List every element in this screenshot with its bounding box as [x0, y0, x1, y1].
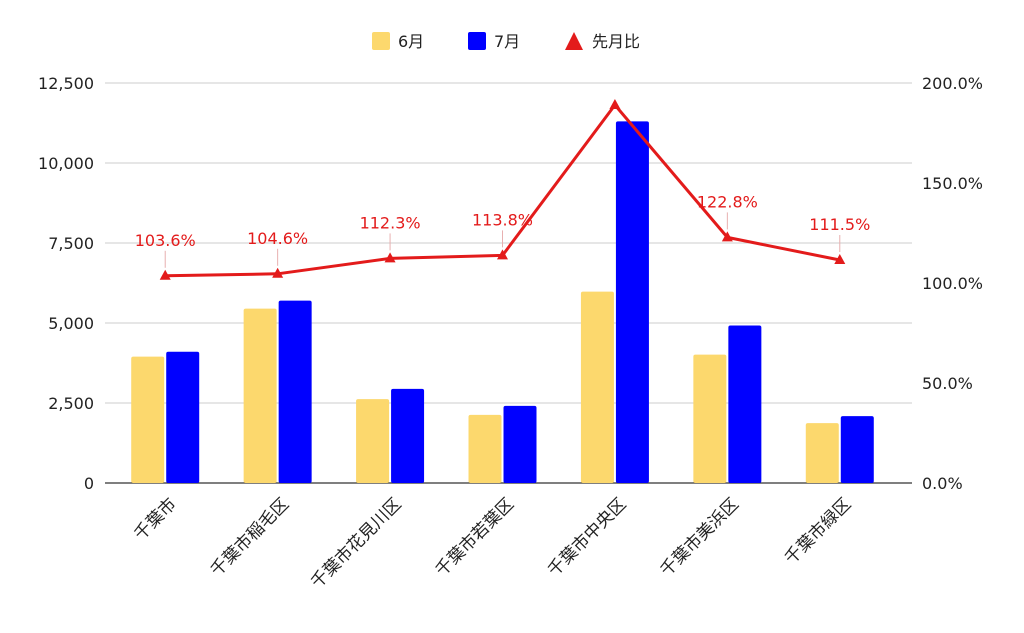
left-axis-tick-label: 5,000: [48, 314, 94, 333]
category-label: 千葉市: [131, 494, 181, 544]
bar-july: [391, 388, 425, 483]
bar-june: [805, 423, 839, 483]
ratio-marker-triangle: [272, 267, 284, 278]
bar-june: [468, 414, 502, 483]
ratio-data-label: 104.6%: [247, 229, 308, 248]
ratio-line-series: 103.6% 104.6% 112.3% 113.8% 122.8% 111.5%: [135, 99, 870, 280]
legend-label-july: 7月: [494, 32, 520, 51]
ratio-data-label: 103.6%: [135, 231, 196, 250]
category-label: 千葉市緑区: [781, 494, 855, 568]
ratio-marker-triangle: [721, 231, 733, 242]
ratio-marker-triangle: [159, 269, 171, 280]
left-axis-tick-label: 2,500: [48, 394, 94, 413]
bar-july: [615, 121, 649, 484]
legend-label-ratio: 先月比: [592, 32, 640, 51]
category-label: 千葉市美浜区: [657, 494, 743, 580]
left-axis-tick-label: 7,500: [48, 234, 94, 253]
bar-june: [693, 354, 727, 483]
ratio-marker-triangle: [609, 99, 621, 109]
ratio-data-label: 112.3%: [360, 213, 421, 232]
bar-june: [243, 308, 277, 483]
right-axis-tick-label: 50.0%: [922, 374, 973, 393]
ratio-marker-triangle: [497, 249, 508, 260]
left-axis-tick-label: 12,500: [38, 74, 94, 93]
category-label: 千葉市中央区: [544, 494, 630, 580]
ratio-marker-triangle: [834, 254, 846, 264]
right-axis: 0.0% 50.0% 100.0% 150.0% 200.0%: [922, 74, 983, 493]
bar-july: [278, 300, 312, 483]
ratio-marker-triangle: [384, 252, 396, 263]
legend-swatch-july: [468, 32, 486, 50]
right-axis-tick-label: 200.0%: [922, 74, 983, 93]
bar-july: [840, 416, 874, 483]
bar-june: [131, 356, 165, 483]
bar-july: [728, 325, 762, 483]
bar-june: [356, 399, 390, 483]
category-label: 千葉市若葉区: [432, 494, 518, 580]
gridlines: [105, 82, 912, 484]
left-axis: 0 2,500 5,000 7,500 10,000 12,500: [38, 74, 94, 493]
legend-label-june: 6月: [398, 32, 424, 51]
right-axis-tick-label: 0.0%: [922, 474, 963, 493]
legend: 6月 7月 先月比: [372, 32, 640, 51]
bar-july: [503, 405, 537, 483]
right-axis-tick-label: 100.0%: [922, 274, 983, 293]
x-axis: 千葉市 千葉市稲毛区 千葉市花見川区 千葉市若葉区 千葉市中央区 千葉市美浜区 千葉市緑区: [131, 494, 856, 592]
ratio-data-label: 111.5%: [809, 215, 870, 234]
legend-triangle-icon: [565, 32, 583, 50]
ratio-data-label: 113.8%: [472, 210, 533, 229]
bars: [131, 121, 874, 484]
left-axis-tick-label: 0: [84, 474, 94, 493]
right-axis-tick-label: 150.0%: [922, 174, 983, 193]
ratio-data-label: 122.8%: [697, 192, 758, 211]
bar-july: [166, 351, 200, 483]
legend-swatch-june: [372, 32, 390, 50]
category-label: 千葉市稲毛区: [207, 494, 293, 580]
category-label: 千葉市花見川区: [307, 494, 405, 592]
left-axis-tick-label: 10,000: [38, 154, 94, 173]
bar-june: [580, 291, 614, 483]
